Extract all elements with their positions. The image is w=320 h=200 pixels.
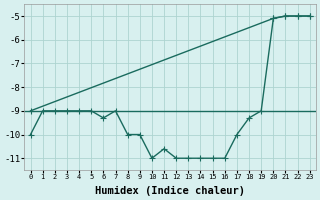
X-axis label: Humidex (Indice chaleur): Humidex (Indice chaleur) <box>95 186 245 196</box>
